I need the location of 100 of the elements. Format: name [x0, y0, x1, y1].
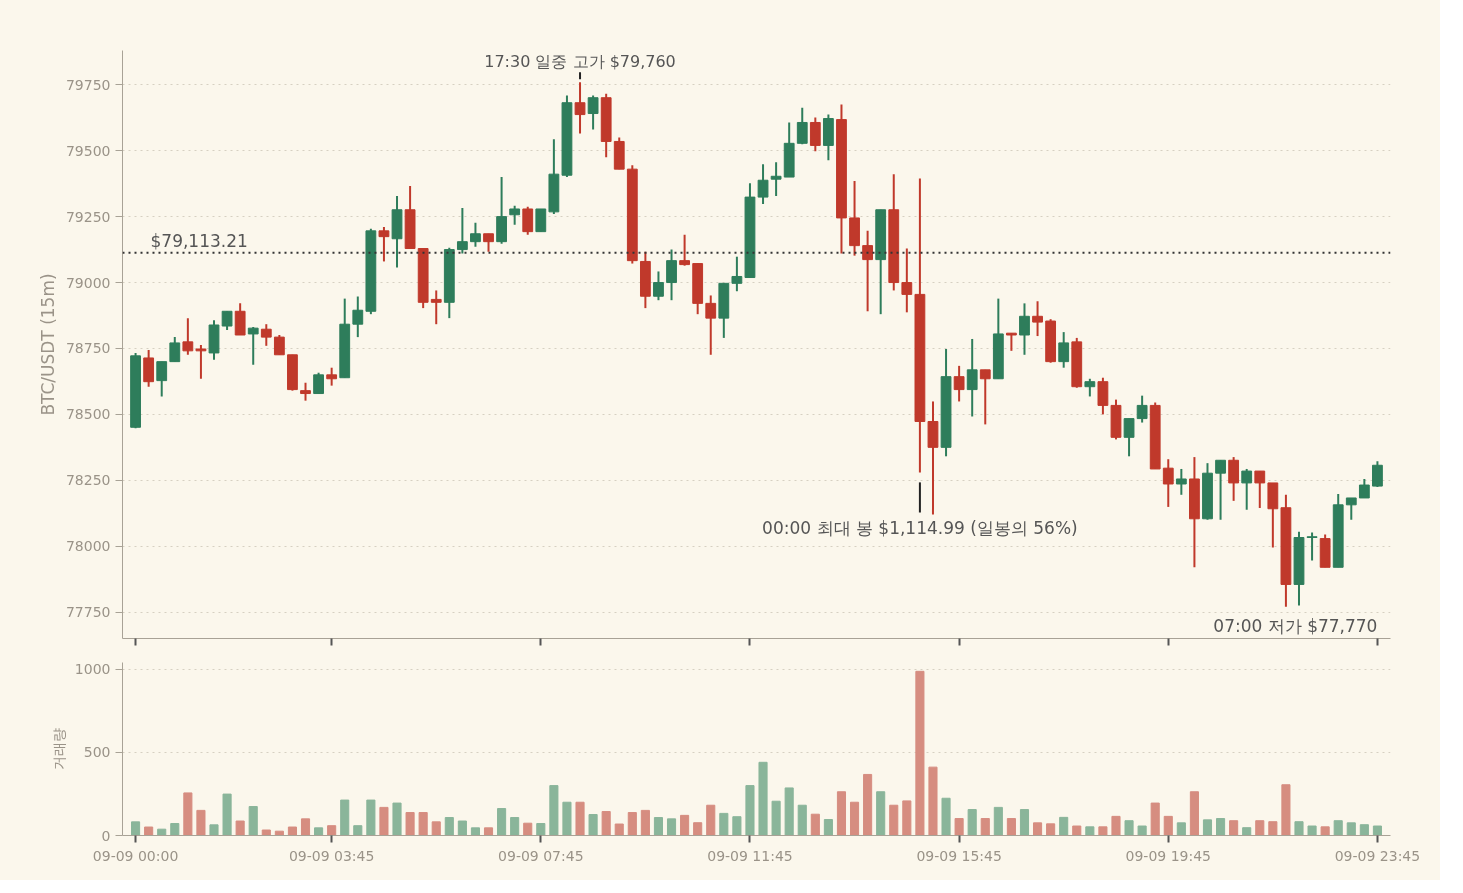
bar — [588, 814, 598, 836]
bar — [1033, 822, 1043, 836]
candlestick — [352, 295, 364, 339]
bar — [732, 816, 742, 836]
bar — [1111, 815, 1121, 836]
candlestick — [143, 349, 155, 388]
bar — [1333, 820, 1343, 836]
bar — [1085, 826, 1095, 836]
bar — [405, 812, 415, 836]
candlestick — [966, 337, 978, 418]
bar — [1189, 791, 1199, 836]
candlestick — [1241, 467, 1253, 511]
bar — [889, 804, 899, 836]
candlestick — [1019, 302, 1030, 356]
x-tick-label: 09-09 15:45 — [916, 847, 1002, 864]
y-tick-label: 79000 — [65, 274, 111, 291]
bar — [1176, 822, 1186, 836]
bar — [810, 813, 820, 836]
y-tick-label: 500 — [83, 744, 111, 761]
candlestick — [1058, 331, 1070, 369]
candlestick — [260, 323, 272, 347]
bar — [993, 806, 1003, 836]
bar — [706, 804, 716, 836]
candlestick — [273, 334, 285, 356]
bar — [1124, 820, 1134, 836]
annotation: 17:30 일중 고가 $79,760 — [484, 52, 676, 72]
candlestick — [666, 248, 677, 302]
bar — [549, 785, 559, 836]
candlestick — [535, 207, 547, 233]
bar — [196, 809, 206, 836]
candlestick — [247, 326, 259, 366]
y-tick-label: 78000 — [65, 538, 111, 555]
bar — [1150, 802, 1160, 836]
candlestick — [953, 364, 965, 403]
bar — [719, 812, 729, 836]
bar — [470, 827, 480, 836]
x-tick-label: 09-09 11:45 — [707, 847, 793, 864]
ref-line-label: $79,113.21 — [150, 230, 248, 251]
bar — [1268, 821, 1278, 836]
x-tick-label: 09-09 00:00 — [92, 847, 179, 864]
candlestick — [862, 229, 874, 313]
bar — [928, 766, 938, 836]
bar — [627, 812, 637, 836]
bar — [510, 817, 520, 836]
y-tick-label: 77750 — [65, 604, 111, 621]
bar — [1242, 827, 1252, 836]
x-tick-label: 09-09 23:45 — [1334, 847, 1421, 864]
bar — [1359, 824, 1369, 836]
bar — [915, 670, 925, 836]
candlestick — [156, 360, 168, 398]
bar — [771, 800, 781, 836]
bar — [327, 825, 337, 836]
candlestick — [378, 225, 390, 263]
bar — [575, 801, 585, 836]
bar — [1320, 826, 1330, 836]
bar — [183, 792, 193, 836]
bar — [1372, 825, 1382, 836]
bar — [1046, 823, 1056, 836]
bar — [693, 822, 703, 836]
bar — [562, 801, 572, 836]
candlestick — [522, 205, 534, 236]
bar — [980, 818, 990, 836]
bar — [1163, 815, 1173, 836]
candlestick — [221, 310, 233, 331]
bar — [209, 824, 219, 836]
candlestick — [234, 302, 246, 337]
y-tick-label: 78250 — [65, 472, 111, 489]
x-tick-label: 09-09 07:45 — [498, 847, 584, 864]
y-tick-label: 78500 — [65, 406, 111, 423]
bar — [902, 800, 912, 836]
bar — [941, 797, 951, 836]
x-tick-label: 09-09 19:45 — [1125, 847, 1212, 864]
bar — [967, 809, 977, 836]
candlestick — [430, 289, 442, 326]
bar — [876, 791, 886, 836]
bar — [287, 826, 297, 836]
y-tick-label: 79750 — [65, 76, 111, 93]
bar — [1072, 825, 1082, 836]
candlestick — [1254, 470, 1266, 509]
bar — [601, 811, 611, 836]
bar — [497, 808, 507, 836]
bar — [431, 821, 441, 836]
candlestick — [313, 371, 324, 395]
candlestick — [679, 233, 691, 267]
bar — [1281, 784, 1291, 836]
candlestick — [574, 81, 586, 135]
bar — [1059, 816, 1069, 836]
bar — [758, 761, 768, 836]
bar — [653, 817, 664, 836]
bar — [614, 823, 624, 836]
bar — [745, 785, 755, 836]
bar — [131, 821, 141, 836]
candlestick — [1215, 459, 1226, 521]
bar — [1137, 825, 1147, 836]
y-axis-title: 거래량 — [50, 728, 67, 770]
bar — [235, 820, 245, 836]
candlestick — [705, 294, 717, 356]
bar — [457, 820, 467, 836]
candlestick — [1372, 460, 1383, 488]
candlestick — [456, 206, 468, 255]
